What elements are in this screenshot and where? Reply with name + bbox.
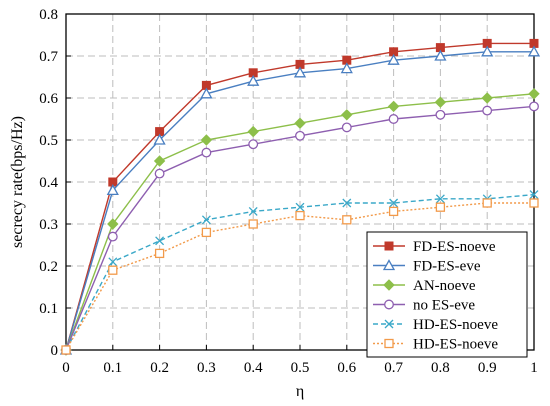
data-point [106, 184, 119, 196]
x-axis-title: η [296, 383, 304, 400]
data-point [293, 66, 307, 78]
legend-entry: FD-ES-noeve [373, 239, 496, 255]
y-axis-ticks: 0 0.1 0.2 0.3 0.4 0.5 0.6 0.7 0.8 [39, 7, 71, 359]
data-point [389, 198, 399, 208]
legend-entry: HD-ES-noeve [373, 317, 498, 333]
data-point [295, 130, 305, 141]
x-tick-label: 0.3 [197, 360, 216, 376]
data-point [342, 215, 352, 225]
y-tick-label: 0.2 [39, 259, 58, 275]
y-tick-label: 0.4 [39, 175, 58, 191]
data-point [248, 206, 258, 216]
data-point [435, 194, 445, 204]
legend-label: FD-ES-eve [413, 259, 481, 275]
series-3 [60, 88, 540, 356]
data-point [107, 218, 119, 230]
legend-entry: no ES-eve [373, 298, 475, 314]
x-tick-label: 0.9 [478, 360, 497, 376]
data-point [247, 125, 259, 138]
data-point [529, 101, 539, 112]
data-point [387, 53, 400, 65]
series-group [59, 38, 541, 356]
x-tick-label: 0.6 [337, 360, 356, 376]
legend-label: FD-ES-noeve [413, 239, 496, 255]
data-point [529, 190, 539, 200]
data-point [434, 49, 447, 61]
legend-marker [384, 299, 394, 310]
series-6 [61, 198, 539, 355]
legend-marker [384, 241, 394, 251]
x-tick-label: 0.7 [384, 360, 403, 376]
legend-entry: FD-ES-eve [373, 259, 481, 275]
y-tick-label: 0.6 [39, 91, 58, 107]
legend-label: HD-ES-noeve [413, 337, 498, 353]
data-point [482, 198, 492, 208]
legend-box [366, 231, 528, 358]
legend-entry: AN-noeve [373, 278, 476, 294]
x-tick-label: 1 [530, 360, 538, 376]
legend-label: HD-ES-noeve [413, 317, 498, 333]
data-point [529, 198, 539, 208]
legend-label: AN-noeve [413, 278, 476, 294]
legend-entry: HD-ES-noeve [373, 337, 498, 353]
data-point [107, 231, 118, 242]
data-point [154, 168, 165, 179]
x-tick-label: 0.5 [291, 360, 310, 376]
legend: FD-ES-noeve FD-ES-eve AN-noeve no ES-eve HD-… [366, 231, 528, 358]
y-tick-label: 0.8 [39, 7, 58, 23]
data-point [201, 147, 212, 158]
data-point [108, 265, 118, 275]
data-point [248, 219, 258, 229]
data-point [388, 114, 399, 124]
data-point [295, 210, 305, 221]
y-tick-label: 0.3 [39, 217, 58, 233]
data-point [340, 62, 353, 74]
y-tick-label: 0.1 [39, 301, 58, 317]
legend-label: no ES-eve [413, 298, 475, 314]
data-point [153, 155, 166, 167]
legend-marker [382, 259, 396, 271]
data-point [387, 100, 400, 113]
data-point [200, 134, 213, 146]
data-point [435, 202, 446, 212]
x-axis-ticks: 0 0.1 0.2 0.3 0.4 0.5 0.6 0.7 0.8 0.9 1 [62, 345, 538, 376]
x-tick-label: 0.2 [150, 360, 169, 376]
y-tick-label: 0.5 [39, 133, 58, 149]
legend-marker [384, 338, 394, 349]
y-axis-title: secrecy rate(bps/Hz) [9, 116, 26, 248]
data-point [201, 227, 212, 238]
data-point [341, 109, 353, 121]
data-point [434, 96, 447, 108]
data-point [108, 257, 118, 267]
data-point [481, 92, 493, 104]
data-point [527, 45, 541, 57]
data-point [154, 248, 165, 259]
y-tick-label: 0.7 [39, 49, 58, 65]
data-point [482, 105, 493, 116]
data-point [200, 87, 213, 99]
series-1 [61, 38, 539, 355]
data-point [248, 139, 259, 150]
data-point [341, 122, 352, 133]
x-tick-label: 0.8 [431, 360, 450, 376]
legend-marker [383, 279, 395, 291]
data-point [435, 109, 446, 120]
x-tick-label: 0.4 [244, 360, 263, 376]
y-tick-label: 0 [51, 343, 59, 359]
x-tick-label: 0.1 [103, 360, 122, 376]
data-point [201, 215, 211, 225]
data-point [342, 198, 352, 208]
data-point [153, 133, 166, 145]
data-point [481, 45, 494, 57]
data-point [295, 202, 305, 212]
data-point [294, 117, 306, 129]
data-point [388, 206, 399, 217]
data-point [61, 345, 71, 355]
x-tick-label: 0 [62, 360, 70, 376]
data-point [528, 88, 540, 100]
legend-marker [384, 319, 394, 329]
data-point [247, 74, 260, 86]
data-point [155, 236, 165, 246]
